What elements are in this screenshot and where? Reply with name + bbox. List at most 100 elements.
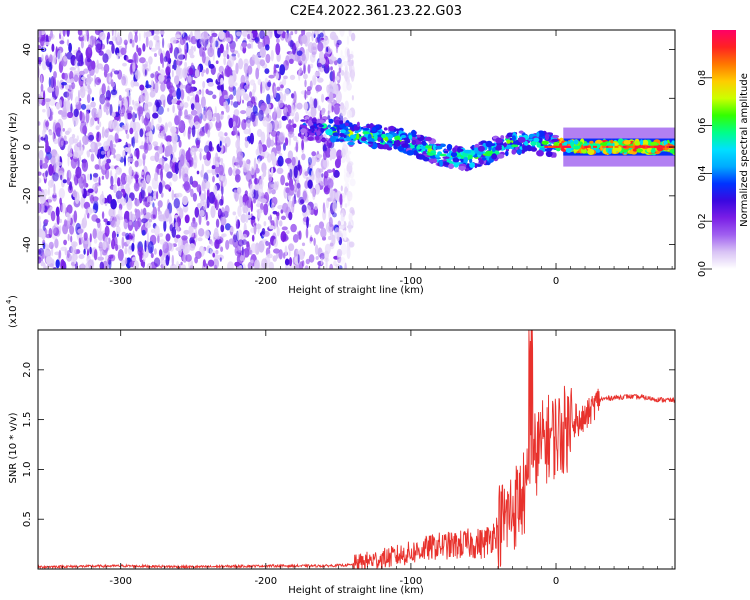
- spectrogram-noise-blob: [194, 102, 198, 109]
- signal-blob: [332, 132, 340, 137]
- spectrogram-noise-blob: [154, 225, 160, 237]
- signal-blob: [381, 133, 387, 139]
- spectrogram-noise-blob: [191, 125, 196, 138]
- spectrogram-noise-blob: [328, 235, 332, 241]
- spectrogram-noise-blob: [174, 221, 179, 229]
- spectrogram-noise-blob: [250, 166, 255, 176]
- spectrogram-noise-blob: [62, 223, 69, 235]
- spectrogram-noise-blob: [139, 84, 145, 91]
- spectrogram-noise-blob: [129, 151, 132, 158]
- spectrogram-noise-blob: [235, 169, 241, 175]
- spectrogram-noise-blob: [154, 53, 157, 57]
- signal-blob: [408, 135, 413, 140]
- spectrogram-noise-blob: [173, 157, 177, 162]
- spectrogram-noise-blob: [106, 158, 111, 164]
- spectrogram-noise-blob: [244, 190, 248, 196]
- spectrogram-noise-blob: [289, 74, 296, 80]
- signal-blob: [518, 130, 524, 134]
- signal-blob: [318, 124, 324, 128]
- spectrogram-noise-blob: [346, 191, 353, 202]
- signal-blob: [325, 128, 333, 136]
- spectrogram-noise-blob: [271, 155, 277, 167]
- spectrogram-noise-blob: [143, 102, 149, 111]
- spectrogram-noise-blob: [253, 157, 257, 171]
- spectrogram-noise-blob: [210, 205, 216, 219]
- spectrogram-noise-blob: [145, 35, 149, 48]
- spectrogram-noise-blob: [105, 168, 110, 180]
- spectrogram-noise-blob: [98, 50, 104, 56]
- spectrogram-noise-blob: [340, 185, 343, 192]
- spectrogram-noise-blob: [351, 95, 354, 101]
- spectrogram-noise-blob: [208, 191, 216, 204]
- spectrogram-noise-blob: [289, 112, 295, 117]
- spectrogram-noise-blob: [319, 252, 325, 260]
- spectrogram-noise-blob: [39, 157, 43, 170]
- spectrogram-noise-blob: [72, 138, 78, 144]
- spectrogram-noise-blob: [101, 211, 105, 220]
- spectrogram-noise-blob: [169, 243, 173, 249]
- spectrogram-noise-blob: [175, 66, 181, 78]
- spectrogram-noise-blob: [226, 54, 230, 60]
- spectrogram-noise-blob: [237, 205, 242, 217]
- spectrogram-noise-blob: [157, 105, 164, 115]
- spectrogram-noise-blob: [320, 227, 327, 239]
- spectrogram-noise-blob: [80, 262, 85, 269]
- spectrogram-noise-blob: [268, 74, 275, 79]
- spectrogram-noise-blob: [38, 121, 41, 126]
- spectrogram-noise-blob: [261, 238, 266, 244]
- spectrogram-noise-blob: [152, 112, 159, 119]
- spectrogram-noise-blob: [219, 140, 222, 147]
- spectrogram-noise-blob: [269, 139, 275, 147]
- spectrogram-noise-blob: [60, 246, 68, 252]
- spectrogram-noise-blob: [124, 147, 129, 152]
- spectrogram-noise-blob: [184, 48, 188, 61]
- spectrogram-noise-blob: [78, 154, 82, 161]
- spectrogram-noise-blob: [204, 229, 210, 239]
- spectrogram-noise-blob: [228, 167, 233, 176]
- signal-peak: [562, 145, 567, 148]
- spectrogram-noise-blob: [266, 137, 272, 148]
- spectrogram-noise-blob: [147, 185, 153, 194]
- spectrogram-noise-blob: [158, 182, 163, 194]
- spectrogram-noise-blob: [253, 198, 256, 204]
- spectrogram-noise-blob: [59, 40, 65, 45]
- spectrogram-noise-blob: [40, 83, 44, 93]
- spectrogram-noise-blob: [81, 236, 84, 244]
- spectrogram-noise-blob: [344, 262, 347, 269]
- spectrogram-noise-blob: [267, 104, 271, 109]
- spectrogram-noise-blob: [225, 37, 232, 42]
- signal-blob: [384, 136, 389, 142]
- spectrogram-noise-blob: [60, 129, 63, 137]
- spectrogram-noise-blob: [225, 49, 229, 56]
- spectrogram-noise-blob: [297, 54, 302, 64]
- spectrogram-noise-blob: [202, 110, 207, 122]
- spectrogram-noise-blob: [81, 103, 87, 110]
- spectrogram-noise-blob: [321, 93, 325, 103]
- colorbar-ticks: 0.0 0.2 0.4 0.6 0.8: [697, 70, 712, 277]
- spectrogram-noise-blob: [48, 56, 53, 63]
- spectrogram-noise-blob: [273, 63, 277, 74]
- spectrogram-noise-blob: [74, 255, 77, 265]
- signal-blob: [319, 119, 325, 124]
- spectrogram-noise-blob: [307, 157, 312, 165]
- spectrogram-noise-blob: [306, 89, 311, 96]
- spectrogram-noise-blob: [47, 186, 50, 196]
- spectrogram-noise-blob: [228, 117, 234, 129]
- spectrogram-noise-blob: [284, 32, 292, 43]
- spectrogram-noise-blob: [88, 134, 95, 141]
- signal-blob: [474, 162, 478, 169]
- spectrogram-noise-blob: [296, 50, 303, 56]
- spectrogram-noise-blob: [304, 79, 307, 88]
- spectrogram-noise-blob: [260, 81, 263, 94]
- spectrogram-noise-blob: [150, 155, 156, 161]
- spectrogram-noise-blob: [116, 177, 121, 187]
- spectrogram-noise-blob: [168, 213, 172, 225]
- spectrogram-noise-blob: [52, 133, 55, 141]
- spectrogram-noise-blob: [178, 120, 185, 133]
- signal-blob: [650, 148, 656, 154]
- spectrogram-noise-blob: [302, 169, 309, 179]
- signal-blob: [397, 145, 405, 152]
- signal-blob: [377, 144, 385, 149]
- signal-blob: [411, 134, 417, 138]
- spectrogram-noise-blob: [67, 152, 73, 158]
